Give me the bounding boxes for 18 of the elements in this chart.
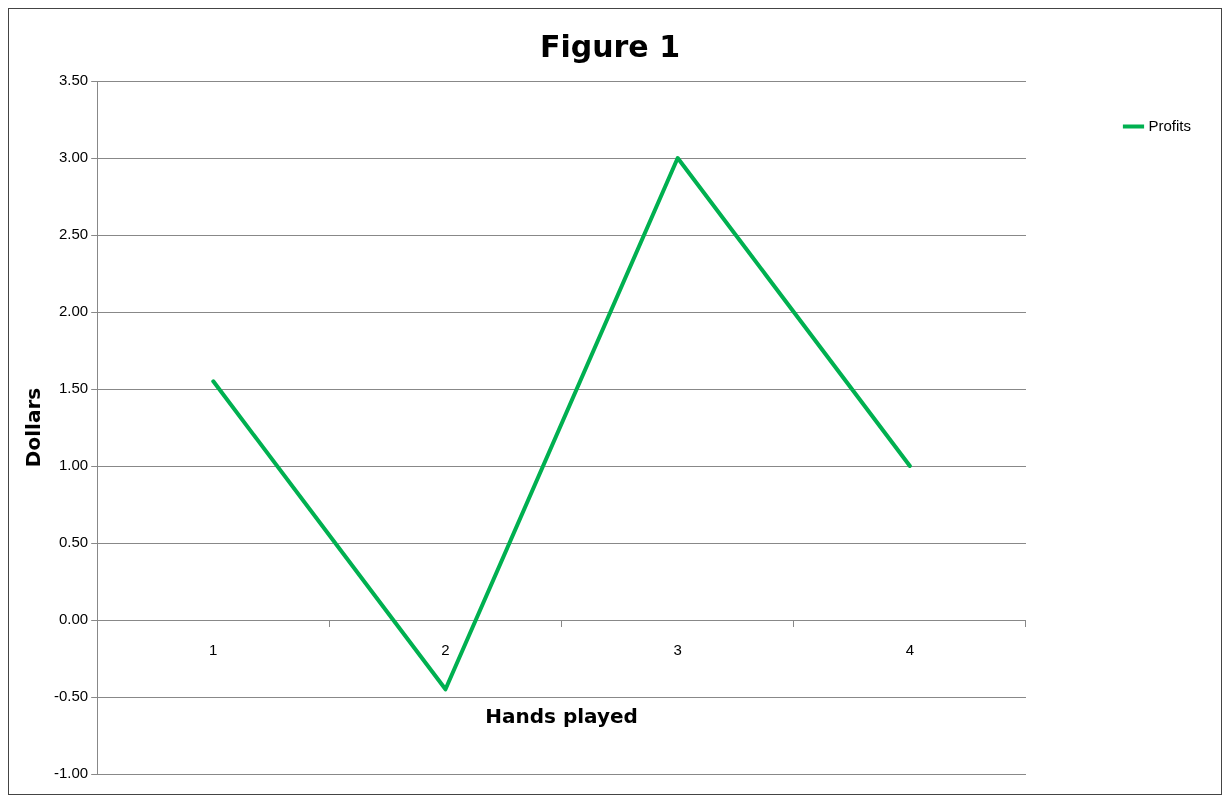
legend-label: Profits [1148,116,1192,134]
chart-title: Figure 1 [539,28,681,64]
y-tick-label: -1.00 [53,764,89,782]
y-tick-label: 2.00 [58,302,89,320]
y-tick-label: 3.50 [58,71,89,89]
y-tick-label: 1.50 [58,379,89,397]
y-tick-label: 3.00 [58,148,89,166]
x-axis-title: Hands played [485,704,638,729]
x-tick-label: 1 [209,641,218,659]
y-axis-title: Dollars [21,387,46,468]
y-tick-label: 0.50 [58,533,89,551]
x-tick-label: 4 [905,641,915,659]
y-tick-label: 0.00 [58,610,89,628]
x-tick-label: 3 [673,641,682,659]
y-tick-label: -0.50 [53,687,89,705]
y-tick-label: 2.50 [58,225,89,243]
y-tick-label: 1.00 [58,456,89,474]
x-tick-label: 2 [441,641,450,659]
